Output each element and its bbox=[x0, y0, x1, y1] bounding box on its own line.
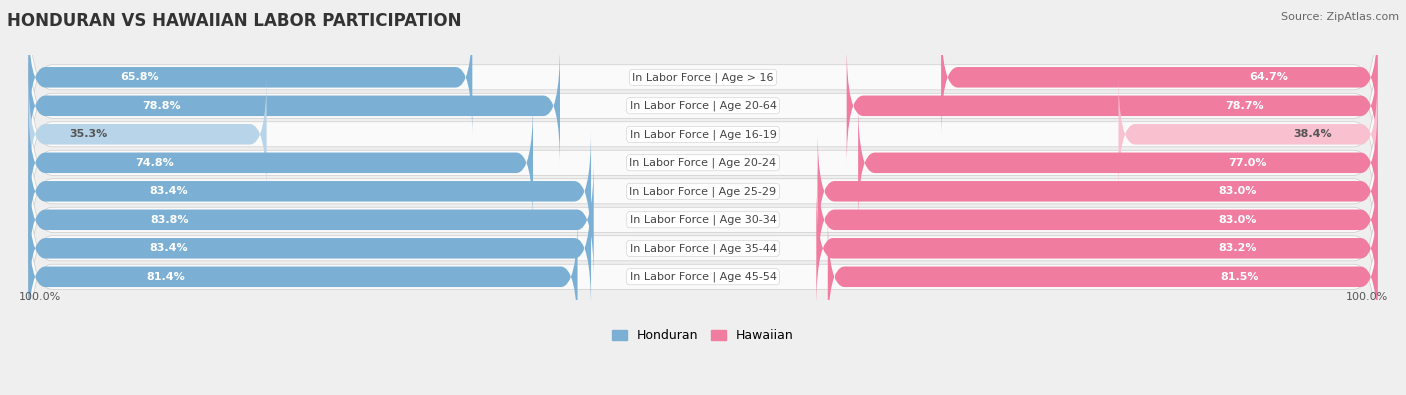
Text: 100.0%: 100.0% bbox=[18, 292, 60, 302]
FancyBboxPatch shape bbox=[28, 0, 1378, 164]
Text: In Labor Force | Age 35-44: In Labor Force | Age 35-44 bbox=[630, 243, 776, 254]
FancyBboxPatch shape bbox=[846, 45, 1378, 167]
Text: 78.8%: 78.8% bbox=[142, 101, 181, 111]
FancyBboxPatch shape bbox=[1119, 73, 1378, 195]
FancyBboxPatch shape bbox=[28, 159, 593, 281]
Text: In Labor Force | Age 20-24: In Labor Force | Age 20-24 bbox=[630, 158, 776, 168]
FancyBboxPatch shape bbox=[28, 45, 560, 167]
FancyBboxPatch shape bbox=[28, 133, 1378, 307]
FancyBboxPatch shape bbox=[28, 190, 1378, 364]
Text: 100.0%: 100.0% bbox=[1346, 292, 1388, 302]
FancyBboxPatch shape bbox=[941, 16, 1378, 138]
Text: 81.4%: 81.4% bbox=[146, 272, 186, 282]
FancyBboxPatch shape bbox=[28, 161, 1378, 335]
Text: In Labor Force | Age > 16: In Labor Force | Age > 16 bbox=[633, 72, 773, 83]
Text: In Labor Force | Age 30-34: In Labor Force | Age 30-34 bbox=[630, 214, 776, 225]
Text: 78.7%: 78.7% bbox=[1226, 101, 1264, 111]
Text: 65.8%: 65.8% bbox=[120, 72, 159, 82]
FancyBboxPatch shape bbox=[28, 187, 591, 309]
Text: 64.7%: 64.7% bbox=[1249, 72, 1288, 82]
FancyBboxPatch shape bbox=[28, 19, 1378, 193]
Text: 81.5%: 81.5% bbox=[1220, 272, 1260, 282]
Text: In Labor Force | Age 16-19: In Labor Force | Age 16-19 bbox=[630, 129, 776, 139]
Text: 83.8%: 83.8% bbox=[150, 215, 188, 225]
Text: HONDURAN VS HAWAIIAN LABOR PARTICIPATION: HONDURAN VS HAWAIIAN LABOR PARTICIPATION bbox=[7, 12, 461, 30]
FancyBboxPatch shape bbox=[828, 216, 1378, 338]
Text: 38.4%: 38.4% bbox=[1294, 129, 1331, 139]
FancyBboxPatch shape bbox=[28, 47, 1378, 222]
FancyBboxPatch shape bbox=[28, 75, 1378, 250]
Text: In Labor Force | Age 20-64: In Labor Force | Age 20-64 bbox=[630, 101, 776, 111]
Text: 83.4%: 83.4% bbox=[150, 186, 188, 196]
FancyBboxPatch shape bbox=[818, 159, 1378, 281]
Text: 77.0%: 77.0% bbox=[1229, 158, 1267, 168]
FancyBboxPatch shape bbox=[28, 73, 267, 195]
Text: 83.4%: 83.4% bbox=[150, 243, 188, 253]
FancyBboxPatch shape bbox=[817, 187, 1378, 309]
Text: 83.0%: 83.0% bbox=[1219, 186, 1257, 196]
FancyBboxPatch shape bbox=[28, 216, 578, 338]
FancyBboxPatch shape bbox=[28, 16, 472, 138]
FancyBboxPatch shape bbox=[858, 102, 1378, 224]
FancyBboxPatch shape bbox=[28, 104, 1378, 278]
Legend: Honduran, Hawaiian: Honduran, Hawaiian bbox=[607, 324, 799, 347]
Text: In Labor Force | Age 45-54: In Labor Force | Age 45-54 bbox=[630, 271, 776, 282]
Text: 35.3%: 35.3% bbox=[69, 129, 107, 139]
Text: 83.2%: 83.2% bbox=[1218, 243, 1257, 253]
FancyBboxPatch shape bbox=[28, 130, 591, 252]
FancyBboxPatch shape bbox=[28, 102, 533, 224]
Text: Source: ZipAtlas.com: Source: ZipAtlas.com bbox=[1281, 12, 1399, 22]
Text: 83.0%: 83.0% bbox=[1219, 215, 1257, 225]
Text: In Labor Force | Age 25-29: In Labor Force | Age 25-29 bbox=[630, 186, 776, 197]
Text: 74.8%: 74.8% bbox=[135, 158, 174, 168]
FancyBboxPatch shape bbox=[818, 130, 1378, 252]
